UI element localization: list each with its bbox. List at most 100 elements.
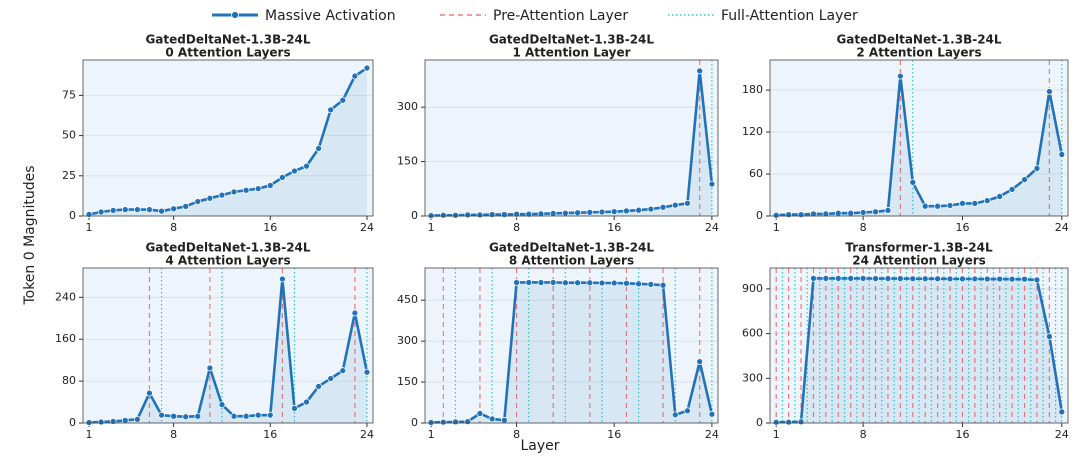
marker <box>772 211 780 219</box>
y-tick-label: 900 <box>742 282 763 295</box>
marker <box>1058 408 1066 416</box>
x-tick-label: 1 <box>86 428 93 441</box>
marker <box>1058 151 1066 158</box>
marker <box>230 412 238 420</box>
marker <box>182 413 190 421</box>
marker <box>85 419 93 426</box>
marker <box>884 275 892 282</box>
x-tick-label: 24 <box>705 221 719 234</box>
marker <box>146 206 153 213</box>
marker <box>647 281 655 288</box>
y-tick-label: 300 <box>397 334 418 347</box>
marker <box>549 279 557 286</box>
marker <box>1021 176 1028 183</box>
marker <box>464 418 472 425</box>
marker <box>266 182 274 189</box>
marker <box>363 64 371 72</box>
plot-frame <box>424 267 719 424</box>
subplot-subtitle: 24 Attention Layers <box>852 254 986 268</box>
marker <box>488 415 496 423</box>
y-tick-label: 25 <box>62 169 76 182</box>
marker <box>586 209 594 216</box>
marker <box>959 275 966 283</box>
marker <box>158 207 165 215</box>
marker <box>351 72 359 80</box>
x-tick-label: 1 <box>773 428 780 441</box>
subplot-subtitle: 4 Attention Layers <box>165 254 290 268</box>
plot-frame <box>769 59 1069 217</box>
x-tick-label: 24 <box>1055 221 1069 234</box>
marker <box>635 206 642 214</box>
marker <box>696 358 704 365</box>
y-tick-label: 300 <box>397 100 418 113</box>
marker <box>671 411 679 419</box>
marker <box>121 206 129 213</box>
marker <box>810 210 817 218</box>
marker <box>959 200 966 207</box>
marker <box>1046 88 1053 95</box>
marker <box>971 200 979 207</box>
x-tick-label: 16 <box>955 428 969 441</box>
marker <box>797 418 805 426</box>
x-axis-label: Layer <box>520 438 559 454</box>
plot-frame <box>424 59 719 217</box>
marker <box>610 279 618 287</box>
marker <box>218 401 226 409</box>
marker <box>303 162 310 170</box>
marker <box>254 185 262 193</box>
subplot-subtitle: 8 Attention Layers <box>509 254 634 268</box>
y-tick-label: 450 <box>397 293 418 306</box>
y-tick-label: 0 <box>411 416 418 429</box>
legend: Massive Activation Pre-Attention Layer F… <box>212 8 858 24</box>
y-tick-label: 0 <box>756 209 763 222</box>
y-tick-label: 150 <box>397 155 418 168</box>
marker <box>291 404 298 412</box>
marker <box>847 275 855 282</box>
marker <box>291 167 298 175</box>
marker <box>1033 165 1041 172</box>
marker <box>847 209 855 217</box>
marker <box>909 179 917 186</box>
y-tick-label: 150 <box>397 375 418 388</box>
plot-frame <box>82 267 374 424</box>
x-tick-label: 16 <box>607 428 621 441</box>
marker <box>85 211 93 218</box>
marker <box>635 280 642 288</box>
plot-area <box>83 60 373 216</box>
subplot-title: GatedDeltaNet-1.3B-24L <box>836 33 1001 47</box>
legend-marker <box>231 11 239 19</box>
marker <box>218 191 226 199</box>
area <box>89 68 367 217</box>
marker <box>452 418 459 426</box>
marker <box>921 202 929 210</box>
x-tick-label: 1 <box>428 221 435 234</box>
x-tick-label: 8 <box>513 221 520 234</box>
y-tick-label: 0 <box>69 209 76 222</box>
marker <box>254 411 262 419</box>
marker <box>610 208 618 215</box>
x-tick-label: 24 <box>360 221 374 234</box>
subplot-subtitle: 2 Attention Layers <box>856 46 981 60</box>
marker <box>121 417 129 424</box>
marker <box>897 72 904 80</box>
marker <box>194 412 202 420</box>
marker <box>242 412 250 420</box>
legend-label: Massive Activation <box>265 8 396 24</box>
subplot-title: GatedDeltaNet-1.3B-24L <box>489 33 654 47</box>
marker <box>659 281 667 289</box>
y-tick-label: 0 <box>756 416 763 429</box>
marker <box>230 188 238 196</box>
marker <box>822 275 830 282</box>
marker <box>1033 276 1041 284</box>
marker <box>696 67 704 75</box>
marker <box>996 193 1004 200</box>
marker <box>785 211 792 218</box>
area <box>776 278 1062 423</box>
marker <box>170 205 177 213</box>
x-tick-label: 16 <box>263 221 277 234</box>
y-tick-label: 180 <box>742 83 763 96</box>
marker <box>109 418 117 425</box>
marker <box>574 209 581 217</box>
marker <box>934 275 941 283</box>
